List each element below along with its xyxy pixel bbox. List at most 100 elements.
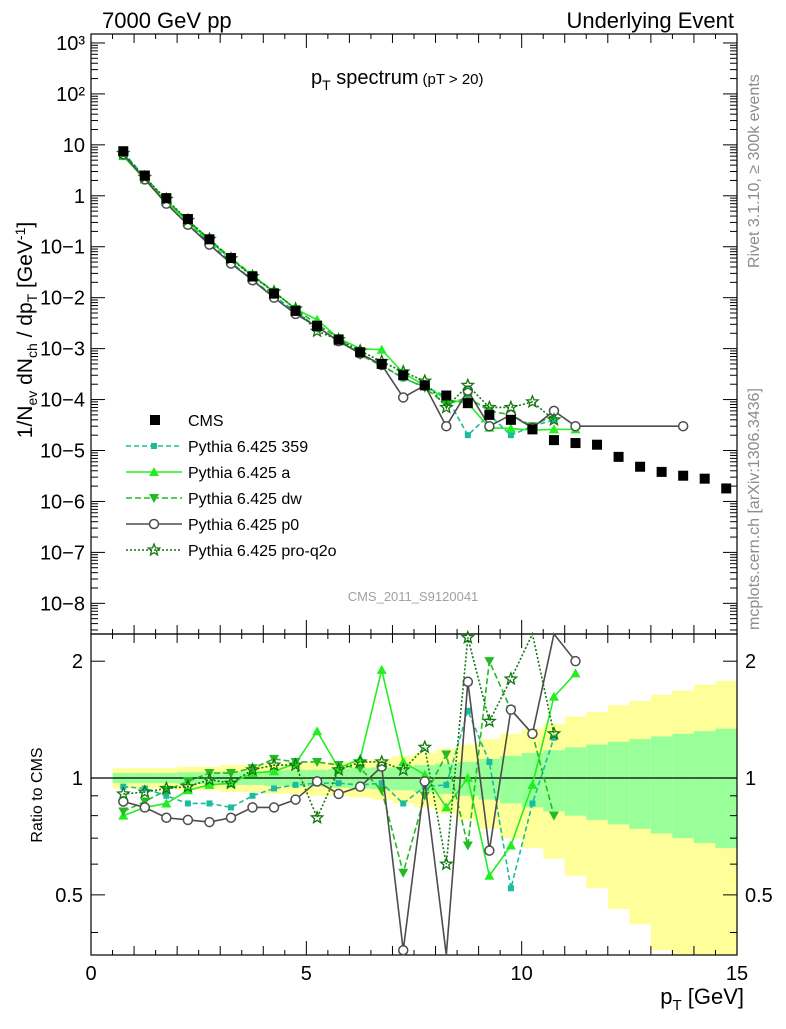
ratio-point-359 [141,785,148,792]
main-line-p0 [122,153,684,429]
cms-point [225,253,236,264]
band-inner [500,755,522,804]
main-line-dw [122,154,555,428]
legend-label: Pythia 6.425 359 [188,439,308,456]
cms-point [613,451,624,462]
cms-point [139,170,150,181]
ratio-point-p0 [204,816,215,828]
rivet-label: Rivet 3.1.10, ≥ 300k events [746,74,763,268]
cms-point [570,438,581,449]
legend-marker [151,443,157,449]
ratio-point-359 [249,792,256,799]
y-label-f: T [24,293,40,302]
y-label-c: dN [14,358,37,391]
main-panel: 10−8 10−7 10−6 10−5 10−4 10−3 10−2 10−1 1 10 10² 10… [40,33,738,635]
ratio-point-pro-q2o [201,771,217,787]
ratio-point-a [398,756,409,766]
ratio-point-pro-q2o [180,778,196,793]
main-point-a [548,424,559,434]
y-tick-label: 10−6 [40,491,85,513]
ratio-point-pro-q2o [245,761,260,777]
ratio-y-tick-label: 2 [72,651,83,673]
ratio-point-p0 [462,676,474,688]
ratio-point-dw [247,764,258,774]
x-label-c: [GeV] [682,984,744,1009]
ratio-point-pro-q2o [482,713,497,728]
cms-point [548,435,559,446]
x-label-a: p [660,984,672,1009]
ratio-point-p0 [354,781,366,792]
ratio-point-pro-q2o [137,784,153,799]
ratio-point-p0 [484,845,495,856]
ratio-point-pro-q2o [395,762,411,777]
main-point-pro-q2o [503,399,519,414]
legend-marker-cms [150,415,160,425]
legend-marker [149,467,159,476]
cms-point [290,305,301,316]
ratio-point-359 [529,800,536,807]
cms-point [462,398,473,409]
x-axis-label: pT [GeV] [660,984,744,1014]
main-point-dw [441,400,452,410]
cms-point [635,461,646,472]
x-tick-label: 10 [511,963,533,985]
ratio-point-p0 [268,802,280,813]
ratio-point-359 [206,800,213,807]
watermark: CMS_2011_S9120041 [348,589,479,604]
ratio-point-a [376,664,387,674]
cms-point [312,320,323,331]
ratio-point-359 [550,734,557,741]
header-left: 7000 GeV pp [102,8,232,33]
ratio-point-p0 [333,788,344,800]
main-point-a [505,423,516,433]
main-point-359 [507,432,514,439]
cms-point [247,271,258,282]
ratio-point-a [505,840,516,850]
legend-marker [148,518,160,530]
plot-title-rest: spectrum [331,67,419,89]
cms-point [505,414,516,425]
ratio-point-p0 [247,802,258,813]
ratio-point-a [570,668,581,678]
main-point-p0 [570,420,581,432]
y-label-d: ch [24,343,40,358]
main-line-a [122,155,576,432]
main-point-pro-q2o [460,377,476,392]
main-point-a [376,344,387,354]
main-point-359 [464,432,471,439]
cms-point [721,483,732,494]
cms-point [527,424,538,435]
ratio-point-pro-q2o [115,786,131,801]
ratio-point-p0 [311,776,323,787]
main-point-p0 [484,420,495,432]
ratio-point-p0 [505,704,517,715]
band-inner [607,741,630,825]
legend-label: Pythia 6.425 pro-q2o [188,543,337,560]
cms-point [484,409,495,420]
main-point-p0 [677,420,689,432]
y-label-e: / dp [14,302,37,343]
ratio-axis-label: Ratio to CMS [29,747,46,842]
ratio-point-dw [225,769,236,779]
y-tick-label: 10−5 [40,441,85,463]
y-label-a: 1/N [14,406,37,439]
ratio-point-dw [419,791,430,801]
y-tick-label: 10−1 [40,237,85,259]
ratio-point-pro-q2o [374,754,390,769]
ratio-point-359 [335,780,342,787]
ratio-point-p0 [182,814,194,826]
ratio-point-359 [184,800,191,807]
ratio-point-p0 [527,728,538,740]
cms-point [333,334,344,345]
cms-point [118,146,129,157]
x-label-b: T [672,997,681,1014]
y-tick-label: 10−3 [40,339,85,361]
ratio-point-p0 [290,794,301,805]
ratio-point-pro-q2o [266,757,282,772]
ratio-point-a [462,773,473,783]
y-axis-label: 1/Nev dNch / dpT [GeV-1] [12,222,40,438]
band-inner [586,744,608,820]
ratio-point-359 [271,785,278,792]
